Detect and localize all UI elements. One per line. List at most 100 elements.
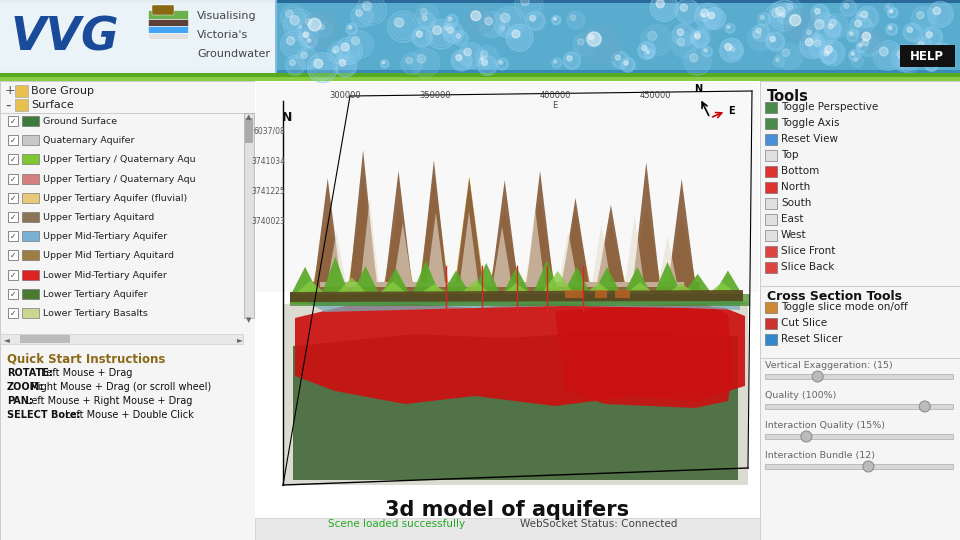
- Text: ✓: ✓: [10, 232, 16, 241]
- Circle shape: [780, 13, 785, 17]
- Text: Interaction Bundle (12): Interaction Bundle (12): [765, 451, 875, 460]
- Bar: [256, 82, 759, 292]
- Bar: [765, 302, 777, 313]
- Circle shape: [898, 50, 905, 58]
- Circle shape: [496, 9, 522, 35]
- Bar: [765, 102, 777, 113]
- Circle shape: [587, 32, 601, 46]
- Circle shape: [781, 49, 789, 57]
- Circle shape: [768, 4, 793, 30]
- Circle shape: [305, 37, 316, 48]
- Circle shape: [527, 13, 543, 29]
- Circle shape: [500, 13, 510, 23]
- Circle shape: [861, 11, 868, 18]
- Circle shape: [705, 49, 708, 52]
- Text: Slice Back: Slice Back: [781, 262, 834, 273]
- Circle shape: [480, 57, 487, 64]
- Circle shape: [932, 45, 951, 65]
- Circle shape: [420, 14, 434, 28]
- Circle shape: [481, 51, 488, 58]
- Circle shape: [336, 57, 354, 75]
- Circle shape: [879, 47, 888, 56]
- Circle shape: [348, 26, 351, 29]
- Text: Cross Section Tools: Cross Section Tools: [767, 290, 902, 303]
- Text: Left Mouse + Double Click: Left Mouse + Double Click: [64, 410, 193, 420]
- Circle shape: [933, 7, 941, 15]
- Bar: [22, 173, 39, 184]
- Text: Lower Mid-Tertiary Aquifer: Lower Mid-Tertiary Aquifer: [43, 271, 167, 280]
- Circle shape: [702, 14, 705, 17]
- Bar: [0, 70, 960, 73]
- Circle shape: [695, 33, 700, 39]
- Polygon shape: [290, 257, 743, 300]
- Text: PAN:: PAN:: [7, 396, 33, 406]
- Circle shape: [801, 431, 812, 442]
- Circle shape: [924, 29, 941, 46]
- Circle shape: [815, 9, 820, 14]
- Bar: [22, 289, 39, 299]
- Circle shape: [758, 14, 770, 25]
- Circle shape: [708, 12, 715, 19]
- Circle shape: [479, 57, 495, 74]
- Circle shape: [862, 32, 871, 40]
- Circle shape: [283, 33, 306, 56]
- Circle shape: [639, 43, 654, 58]
- Circle shape: [810, 16, 837, 42]
- Text: Quaternary Aquifer: Quaternary Aquifer: [43, 136, 134, 145]
- Text: North: North: [781, 183, 810, 192]
- Text: Bore Group: Bore Group: [31, 86, 94, 96]
- Text: Lower Tertiary Aquifer: Lower Tertiary Aquifer: [43, 290, 148, 299]
- Bar: [148, 19, 188, 26]
- Circle shape: [729, 45, 741, 58]
- Text: E: E: [728, 106, 734, 116]
- Text: Upper Mid Tertiary Aquitard: Upper Mid Tertiary Aquitard: [43, 252, 174, 260]
- Circle shape: [850, 51, 859, 60]
- Circle shape: [332, 46, 339, 52]
- Circle shape: [681, 4, 687, 11]
- Circle shape: [461, 45, 482, 66]
- Polygon shape: [290, 271, 743, 304]
- Bar: [8, 154, 18, 164]
- Bar: [15, 85, 28, 97]
- Circle shape: [907, 27, 913, 32]
- Circle shape: [338, 39, 360, 62]
- Circle shape: [917, 11, 924, 19]
- Circle shape: [686, 50, 708, 73]
- Circle shape: [887, 25, 897, 34]
- Circle shape: [300, 29, 317, 45]
- Text: Groundwater: Groundwater: [197, 49, 270, 59]
- Bar: [765, 214, 777, 225]
- Polygon shape: [295, 302, 745, 406]
- Text: ✓: ✓: [10, 252, 16, 260]
- Text: Tools: Tools: [767, 89, 809, 104]
- Text: WebSocket Status: Connected: WebSocket Status: Connected: [519, 519, 677, 529]
- Bar: [765, 404, 953, 409]
- Text: Upper Tertiary / Quaternary Aqu: Upper Tertiary / Quaternary Aqu: [43, 156, 196, 164]
- Circle shape: [815, 20, 824, 29]
- Text: East: East: [781, 214, 804, 225]
- Circle shape: [481, 14, 503, 36]
- Circle shape: [422, 16, 427, 21]
- Circle shape: [812, 371, 823, 382]
- Circle shape: [287, 57, 303, 73]
- Text: Toggle slice mode on/off: Toggle slice mode on/off: [781, 302, 908, 313]
- Bar: [245, 118, 253, 143]
- Circle shape: [302, 12, 338, 48]
- Polygon shape: [283, 301, 748, 485]
- Circle shape: [645, 49, 653, 58]
- Circle shape: [363, 2, 372, 10]
- Circle shape: [920, 401, 930, 412]
- Circle shape: [308, 18, 321, 31]
- Text: Scene loaded successfully: Scene loaded successfully: [327, 519, 465, 529]
- Circle shape: [862, 39, 869, 46]
- Circle shape: [858, 13, 861, 16]
- Circle shape: [564, 53, 579, 68]
- Text: Slice Front: Slice Front: [781, 246, 835, 256]
- Bar: [244, 113, 254, 318]
- Circle shape: [859, 36, 877, 55]
- Circle shape: [339, 59, 346, 66]
- Circle shape: [726, 24, 734, 32]
- Circle shape: [653, 0, 676, 19]
- Bar: [765, 246, 777, 257]
- Circle shape: [509, 26, 531, 49]
